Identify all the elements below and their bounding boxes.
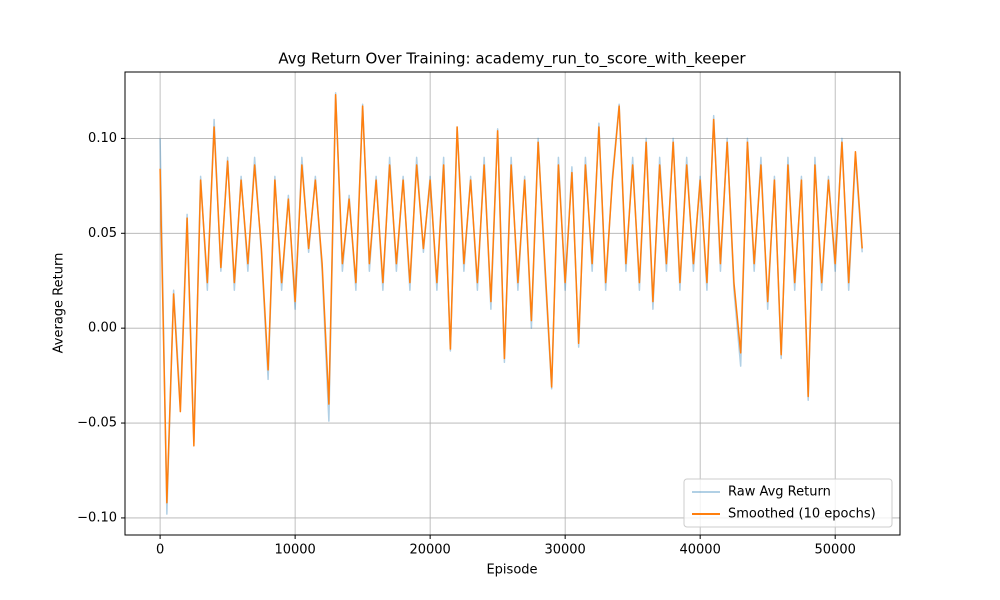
y-tick-label: 0.10 [88,131,117,146]
legend-label: Raw Avg Return [728,485,831,500]
series-line [159,92,863,515]
plot-frame [124,71,901,536]
series-line [159,94,863,504]
x-axis-label: Episode [486,563,537,578]
x-tick-label: 20000 [409,543,450,558]
x-tick-label: 0 [156,543,164,558]
chart-title: Avg Return Over Training: academy_run_to… [278,50,746,69]
x-tick-label: 30000 [544,543,585,558]
legend-label: Smoothed (10 epochs) [728,507,876,522]
y-tick-label: −0.05 [77,416,117,431]
x-tick-label: 40000 [679,543,720,558]
x-tick-label: 50000 [815,543,856,558]
x-tick-label: 10000 [274,543,315,558]
y-tick-label: 0.00 [88,321,117,336]
y-axis-label: Average Return [52,253,67,354]
y-tick-label: −0.10 [77,510,117,525]
legend: Raw Avg Return Smoothed (10 epochs) [683,478,893,528]
legend-box [683,478,893,528]
y-tick-label: 0.05 [88,226,117,241]
